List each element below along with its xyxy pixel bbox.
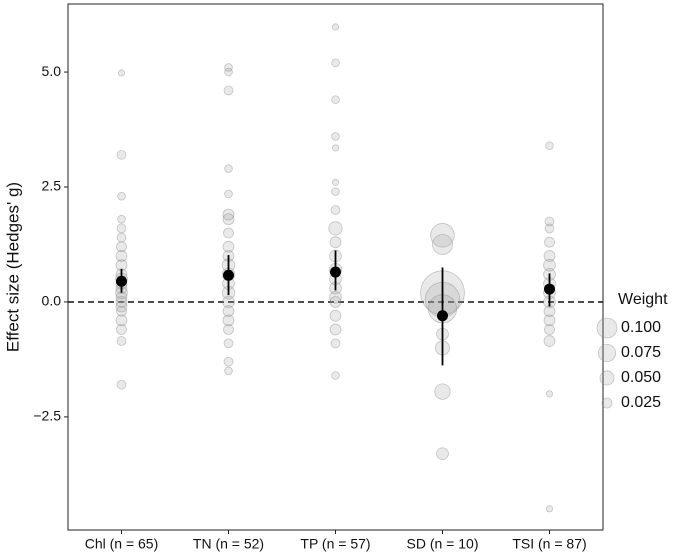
mean-estimate <box>223 269 234 281</box>
study-point <box>544 216 555 227</box>
legend-label: 0.100 <box>621 319 661 336</box>
study-point <box>436 447 449 460</box>
study-point <box>331 95 340 104</box>
study-point <box>224 63 233 72</box>
study-point <box>116 241 127 253</box>
study-point <box>329 291 342 304</box>
mean-estimate <box>544 283 555 295</box>
study-point <box>115 300 128 313</box>
legend-label: 0.075 <box>621 344 661 361</box>
legend-size-key <box>601 397 613 409</box>
mean-estimate <box>330 266 341 278</box>
study-point <box>430 223 455 248</box>
study-point <box>329 296 342 308</box>
study-point <box>544 236 555 248</box>
study-point <box>331 23 340 31</box>
study-point <box>544 223 555 234</box>
study-point <box>116 232 127 243</box>
legend-label: 0.025 <box>621 394 661 411</box>
study-point <box>224 366 233 376</box>
study-point <box>331 132 340 141</box>
study-point <box>330 338 341 349</box>
study-point <box>223 227 234 239</box>
y-tick-label: −2.5 <box>33 408 61 424</box>
study-point <box>116 336 127 346</box>
study-point <box>222 295 235 309</box>
study-point <box>434 383 451 400</box>
study-point <box>222 314 235 327</box>
study-point <box>330 205 341 215</box>
study-point <box>224 189 233 199</box>
study-point <box>432 234 453 255</box>
y-tick-label: 0.0 <box>42 293 62 309</box>
study-point <box>329 236 342 249</box>
study-point <box>331 178 340 186</box>
x-tick-label: Chl (n = 65) <box>85 536 159 552</box>
mean-estimate <box>116 275 127 287</box>
study-point <box>117 69 126 77</box>
study-point <box>329 309 342 322</box>
legend-size-key <box>597 343 617 363</box>
study-point <box>329 323 342 336</box>
study-point <box>544 324 555 335</box>
x-tick-label: TP (n = 57) <box>300 536 370 552</box>
study-point <box>331 144 340 152</box>
study-point <box>222 213 235 226</box>
study-point <box>115 250 128 262</box>
legend-title: Weight <box>618 291 668 308</box>
study-point <box>116 324 127 335</box>
study-point <box>222 305 235 318</box>
x-tick-label: TN (n = 52) <box>193 536 264 552</box>
study-point <box>331 58 340 68</box>
x-tick-label: SD (n = 10) <box>407 536 479 552</box>
study-point <box>545 505 554 513</box>
study-point <box>543 250 556 262</box>
mean-estimate <box>437 310 448 322</box>
study-point <box>224 164 233 173</box>
study-point <box>222 208 235 221</box>
study-point <box>117 214 126 224</box>
study-point <box>543 335 556 347</box>
legend-size-key <box>596 317 618 339</box>
y-tick-label: 2.5 <box>42 178 62 194</box>
y-axis-label: Effect size (Hedges' g) <box>3 182 22 352</box>
study-point <box>223 324 234 335</box>
study-point <box>223 356 234 367</box>
legend-label: 0.050 <box>621 369 661 386</box>
study-point <box>115 296 128 308</box>
y-tick-label: 5.0 <box>42 63 62 79</box>
study-point <box>224 67 233 77</box>
study-point <box>331 187 340 196</box>
legend-size-key <box>599 370 615 386</box>
study-point <box>543 314 556 327</box>
study-point <box>545 141 554 150</box>
study-point <box>222 240 235 253</box>
study-point <box>115 314 128 327</box>
study-point <box>545 390 554 398</box>
study-point <box>328 221 343 236</box>
study-point <box>117 191 126 201</box>
study-point <box>543 258 556 272</box>
study-point <box>116 379 127 390</box>
x-tick-label: TSI (n = 87) <box>512 536 586 552</box>
study-point <box>116 149 127 160</box>
study-point <box>223 338 234 349</box>
study-point <box>116 305 127 317</box>
study-point <box>223 85 234 96</box>
study-point <box>116 223 127 234</box>
study-point <box>331 371 340 380</box>
